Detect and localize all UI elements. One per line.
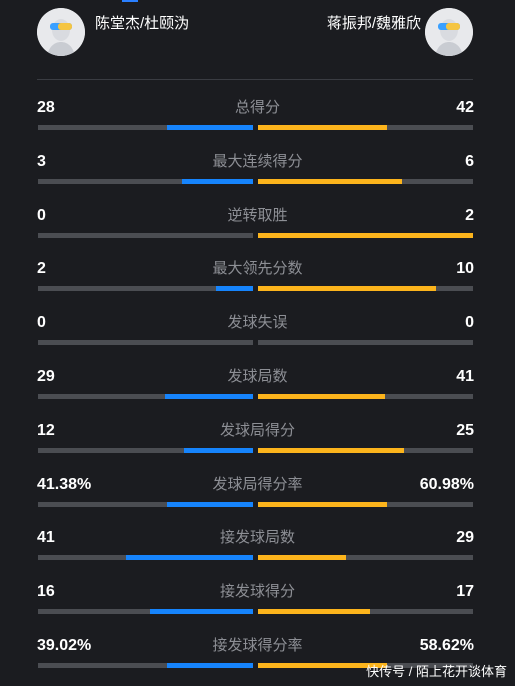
stat-left-bar-fill [167,663,253,668]
stat-right-bar [258,232,473,238]
stat-row: 0 逆转取胜 2 [0,206,515,246]
stat-label: 接发球得分 [219,583,295,601]
stat-label: 接发球得分率 [212,637,303,654]
stat-left-value: 0 [37,206,46,224]
right-team-name: 蒋振邦/魏雅欣 [326,15,421,32]
header-divider [37,79,473,80]
stat-label: 最大领先分数 [212,260,303,278]
stat-row: 29 发球局数 41 [0,367,515,407]
stat-right-bar [258,609,473,615]
stat-left-bar-fill [126,555,253,561]
stat-left-value: 0 [37,314,46,332]
stat-row: 2 最大领先分数 10 [0,259,515,299]
stat-right-value: 0 [465,314,474,332]
stat-right-bar-fill [258,663,387,668]
stat-right-value: 60.98% [419,475,474,493]
stat-label: 发球局得分率 [212,475,303,493]
player-avatar-icon [425,8,473,56]
stat-left-bar [38,232,253,238]
stat-label: 总得分 [234,99,280,116]
stat-left-value: 12 [37,421,55,439]
match-header: 陈堂杰/杜颐沩 蒋振邦/魏雅欣 [0,0,515,80]
right-team-avatar[interactable] [425,8,473,56]
stat-left-value: 29 [37,368,55,385]
stat-right-value: 41 [456,368,474,385]
stat-right-value: 6 [465,152,474,170]
stat-label: 逆转取胜 [227,206,288,224]
stat-right-value: 17 [456,583,474,601]
stat-right-bar [258,501,473,507]
stat-left-value: 39.02% [37,637,92,654]
stat-right-bar-fill [258,609,370,615]
stat-left-bar [38,178,253,184]
stat-left-bar [38,394,253,399]
stat-left-bar [38,555,253,561]
stat-right-value: 10 [456,260,474,278]
stat-row: 28 总得分 42 [0,98,515,138]
stat-left-bar-fill [216,286,253,292]
stat-left-bar [38,609,253,615]
stat-right-bar-fill [258,394,385,399]
stat-label: 发球局得分 [219,421,295,439]
stat-row: 41 接发球局数 29 [0,528,515,568]
stat-right-bar-fill [258,178,402,184]
stat-right-bar [258,286,473,292]
stat-left-bar-fill [167,501,253,507]
stat-left-bar-fill [150,609,253,615]
stat-left-bar-fill [165,394,253,399]
stat-left-bar-fill [182,178,253,184]
stat-left-bar [38,286,253,292]
stat-right-bar-fill [258,447,404,453]
stat-row: 41.38% 发球局得分率 60.98% [0,475,515,515]
stat-left-value: 41 [37,529,55,547]
stat-right-bar [258,394,473,399]
player-avatar-icon [37,8,85,56]
stat-label: 发球局数 [227,368,288,385]
stat-left-value: 41.38% [37,475,92,493]
stat-left-bar [38,125,253,130]
left-team-name: 陈堂杰/杜颐沩 [95,15,190,32]
stat-left-bar [38,663,253,668]
stat-left-value: 2 [37,260,46,278]
stat-right-value: 2 [465,206,474,224]
stat-right-bar-fill [258,555,346,561]
stat-right-value: 25 [456,421,474,439]
stat-right-bar-fill [258,232,473,238]
stat-left-bar-fill [184,447,253,453]
stat-right-value: 42 [456,99,474,116]
stat-row: 0 发球失误 0 [0,313,515,353]
left-team-avatar[interactable] [37,8,85,56]
stat-label: 接发球局数 [219,529,295,547]
stat-left-bar [38,340,253,346]
stat-right-bar [258,125,473,130]
stat-label: 最大连续得分 [212,152,303,170]
stat-row: 16 接发球得分 17 [0,582,515,622]
watermark: 快传号 / 陌上花开谈体育 [366,664,507,679]
stat-right-bar [258,555,473,561]
stat-right-value: 58.62% [419,637,474,654]
stat-right-bar [258,340,473,346]
stat-right-bar [258,447,473,453]
stat-left-bar-fill [167,125,253,130]
stat-row: 39.02% 接发球得分率 58.62% [0,636,515,676]
stat-right-bar [258,663,473,668]
tab-indicator [122,0,138,2]
stat-row: 3 最大连续得分 6 [0,152,515,192]
stat-right-bar-fill [258,125,387,130]
stat-row: 12 发球局得分 25 [0,421,515,461]
stat-right-bar-fill [258,501,387,507]
stat-left-value: 28 [37,99,55,116]
stat-label: 发球失误 [227,314,288,332]
stat-right-value: 29 [456,529,474,547]
stat-left-value: 16 [37,583,55,601]
stat-left-bar [38,447,253,453]
stat-right-bar-fill [258,286,436,292]
stat-right-bar [258,178,473,184]
stat-left-bar [38,501,253,507]
stat-left-value: 3 [37,152,46,170]
